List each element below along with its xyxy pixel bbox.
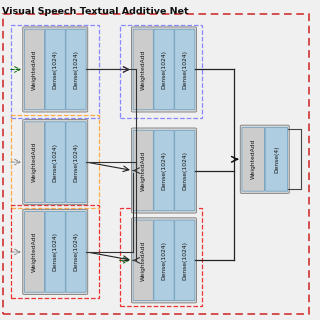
Bar bbox=[11, 115, 99, 208]
FancyBboxPatch shape bbox=[23, 209, 88, 294]
FancyBboxPatch shape bbox=[133, 220, 153, 300]
Text: Visual Speech Textual Additive Net: Visual Speech Textual Additive Net bbox=[2, 7, 188, 16]
FancyBboxPatch shape bbox=[66, 29, 86, 110]
FancyBboxPatch shape bbox=[175, 130, 195, 211]
FancyBboxPatch shape bbox=[265, 127, 288, 191]
FancyBboxPatch shape bbox=[240, 125, 289, 193]
FancyBboxPatch shape bbox=[242, 127, 265, 191]
Text: WeightedAdd: WeightedAdd bbox=[32, 232, 37, 272]
Bar bbox=[120, 208, 202, 306]
Text: WeightedAdd: WeightedAdd bbox=[141, 240, 146, 281]
Text: Dense(1024): Dense(1024) bbox=[74, 143, 78, 182]
Text: WeightedAdd: WeightedAdd bbox=[251, 139, 256, 180]
Text: WeightedAdd: WeightedAdd bbox=[141, 49, 146, 90]
FancyBboxPatch shape bbox=[133, 29, 153, 110]
FancyBboxPatch shape bbox=[23, 120, 88, 204]
Text: Dense(1024): Dense(1024) bbox=[53, 143, 58, 182]
FancyBboxPatch shape bbox=[132, 218, 196, 303]
Text: WeightedAdd: WeightedAdd bbox=[32, 49, 37, 90]
Text: Dense(1024): Dense(1024) bbox=[182, 151, 187, 190]
Bar bbox=[11, 205, 99, 298]
FancyBboxPatch shape bbox=[45, 122, 65, 202]
Text: Dense(1024): Dense(1024) bbox=[162, 50, 166, 89]
Text: Dense(1024): Dense(1024) bbox=[162, 241, 166, 280]
FancyBboxPatch shape bbox=[132, 27, 196, 112]
Text: Dense(1024): Dense(1024) bbox=[74, 50, 78, 89]
Text: Dense(1024): Dense(1024) bbox=[182, 241, 187, 280]
FancyBboxPatch shape bbox=[154, 130, 174, 211]
Bar bbox=[120, 25, 202, 118]
FancyBboxPatch shape bbox=[175, 220, 195, 300]
FancyBboxPatch shape bbox=[175, 29, 195, 110]
Text: Dense(1024): Dense(1024) bbox=[162, 151, 166, 190]
FancyBboxPatch shape bbox=[66, 212, 86, 292]
Text: WeightedAdd: WeightedAdd bbox=[32, 142, 37, 182]
FancyBboxPatch shape bbox=[132, 128, 196, 213]
Text: Dense(4): Dense(4) bbox=[274, 146, 279, 173]
Text: Dense(1024): Dense(1024) bbox=[53, 232, 58, 271]
FancyBboxPatch shape bbox=[45, 212, 65, 292]
FancyBboxPatch shape bbox=[154, 29, 174, 110]
Text: WeightedAdd: WeightedAdd bbox=[141, 150, 146, 191]
Bar bbox=[11, 25, 99, 118]
FancyBboxPatch shape bbox=[23, 27, 88, 112]
FancyBboxPatch shape bbox=[24, 212, 44, 292]
Text: Dense(1024): Dense(1024) bbox=[182, 50, 187, 89]
FancyBboxPatch shape bbox=[154, 220, 174, 300]
Text: Dense(1024): Dense(1024) bbox=[74, 232, 78, 271]
FancyBboxPatch shape bbox=[133, 130, 153, 211]
FancyBboxPatch shape bbox=[24, 29, 44, 110]
FancyBboxPatch shape bbox=[24, 122, 44, 202]
FancyBboxPatch shape bbox=[45, 29, 65, 110]
FancyBboxPatch shape bbox=[66, 122, 86, 202]
Text: Dense(1024): Dense(1024) bbox=[53, 50, 58, 89]
